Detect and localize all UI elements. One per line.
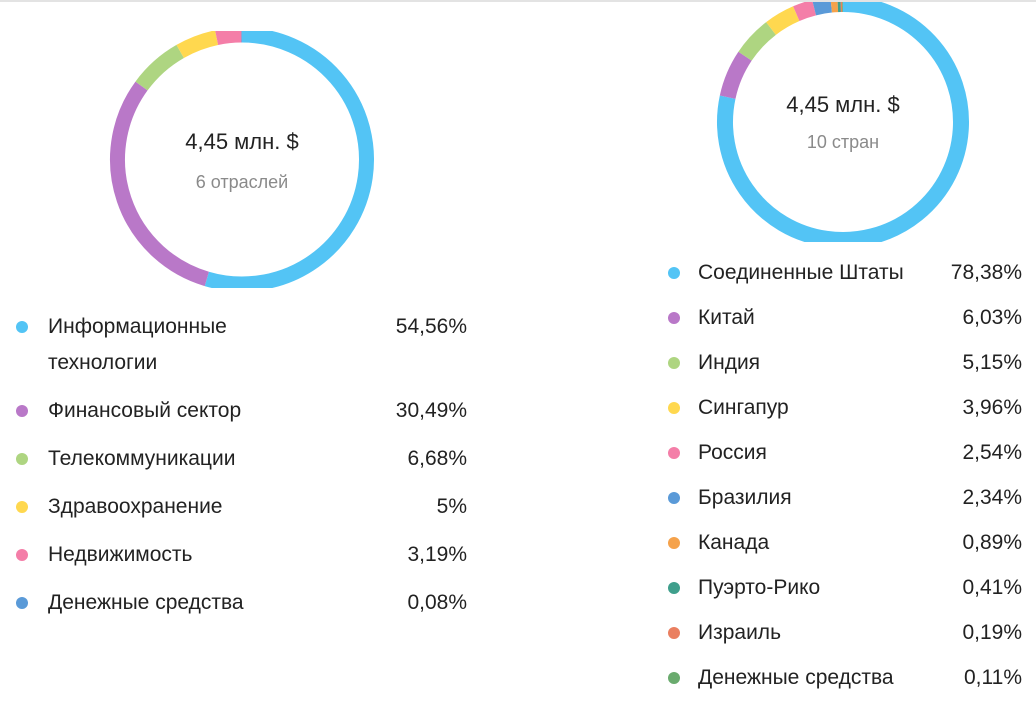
country-legend: Соединенные Штаты 78,38% Китай 6,03% Индия 5,… [650, 251, 1036, 701]
top-divider [0, 0, 1036, 2]
legend-label: Недвижимость [48, 543, 193, 566]
legend-dot-icon [668, 492, 680, 504]
legend-dot-icon [16, 501, 28, 513]
legend-label: Денежные средства [48, 591, 244, 614]
country-center-amount: 4,45 млн. $ [786, 92, 900, 117]
industry-slice-1 [110, 81, 209, 287]
legend-label: Китай [698, 306, 755, 329]
country-slice-1 [719, 51, 752, 100]
legend-label: Здравоохранение [48, 495, 223, 518]
country-legend-item: Россия 2,54% [650, 431, 1036, 476]
legend-value: 0,41% [962, 576, 1022, 599]
legend-label: Соединенные Штаты [698, 261, 904, 284]
legend-dot-icon [16, 597, 28, 609]
country-legend-item: Израиль 0,19% [650, 611, 1036, 656]
industry-legend-item: Недвижимость 3,19% [0, 531, 475, 579]
legend-value: 5,15% [962, 351, 1022, 374]
legend-label: Пуэрто-Рико [698, 576, 821, 599]
legend-value: 0,11% [964, 666, 1022, 689]
legend-dot-icon [668, 672, 680, 684]
legend-label: Информационные технологии [48, 315, 227, 374]
country-donut-chart: 4,45 млн. $ 10 стран [717, 2, 969, 242]
country-slice-3 [766, 6, 800, 35]
legend-value: 0,08% [407, 591, 467, 614]
legend-label: Финансовый сектор [48, 399, 242, 422]
country-legend-item: Бразилия 2,34% [650, 476, 1036, 521]
country-slice-0 [717, 2, 969, 242]
legend-label: Канада [698, 531, 770, 554]
country-legend-item: Денежные средства 0,11% [650, 656, 1036, 701]
legend-value: 5% [436, 495, 467, 518]
legend-label: Телекоммуникации [48, 447, 236, 470]
industry-legend-item: Телекоммуникации 6,68% [0, 435, 475, 483]
legend-value: 30,49% [395, 399, 467, 422]
industry-center-sublabel: 6 отраслей [196, 172, 288, 192]
legend-value: 6,03% [962, 306, 1022, 329]
legend-value: 0,89% [962, 531, 1022, 554]
legend-dot-icon [668, 582, 680, 594]
legend-label: Россия [698, 441, 767, 464]
industry-slice-0 [204, 31, 374, 288]
country-legend-item: Индия 5,15% [650, 341, 1036, 386]
industry-legend-item: Здравоохранение 5% [0, 483, 475, 531]
legend-label: Сингапур [698, 396, 789, 419]
legend-dot-icon [668, 357, 680, 369]
country-center-sublabel: 10 стран [807, 132, 879, 152]
legend-value: 78,38% [950, 261, 1022, 284]
country-legend-item: Соединенные Штаты 78,38% [650, 251, 1036, 296]
legend-label: Израиль [698, 621, 782, 644]
legend-dot-icon [668, 267, 680, 279]
industry-legend-item: Информационные технологии 54,56% [0, 303, 475, 387]
legend-dot-icon [16, 549, 28, 561]
legend-value: 3,96% [962, 396, 1022, 419]
industry-slice-4 [215, 31, 242, 45]
industry-slice-3 [176, 31, 219, 59]
industry-donut-chart: 4,45 млн. $ 6 отраслей [110, 31, 374, 288]
country-slice-5 [812, 2, 833, 16]
industry-legend: Информационные технологии 54,56% Финансовы… [0, 303, 475, 627]
industry-legend-item: Денежные средства 0,08% [0, 579, 475, 627]
legend-value: 54,56% [395, 315, 467, 338]
legend-label: Индия [698, 351, 761, 374]
legend-dot-icon [668, 402, 680, 414]
legend-value: 0,19% [962, 621, 1022, 644]
legend-value: 2,34% [962, 486, 1022, 509]
country-legend-item: Канада 0,89% [650, 521, 1036, 566]
country-slice-4 [793, 2, 817, 22]
legend-value: 6,68% [407, 447, 467, 470]
industry-legend-item: Финансовый сектор 30,49% [0, 387, 475, 435]
country-legend-item: Китай 6,03% [650, 296, 1036, 341]
legend-dot-icon [16, 405, 28, 417]
legend-value: 2,54% [962, 441, 1022, 464]
legend-dot-icon [668, 312, 680, 324]
legend-dot-icon [16, 321, 28, 333]
legend-dot-icon [668, 537, 680, 549]
legend-value: 3,19% [407, 543, 467, 566]
industry-slice-2 [135, 44, 185, 91]
legend-dot-icon [16, 453, 28, 465]
country-slice-2 [738, 22, 777, 61]
legend-label: Денежные средства [698, 666, 894, 689]
country-legend-item: Сингапур 3,96% [650, 386, 1036, 431]
industry-center-amount: 4,45 млн. $ [185, 129, 299, 154]
legend-label: Бразилия [698, 486, 792, 509]
country-legend-item: Пуэрто-Рико 0,41% [650, 566, 1036, 611]
legend-dot-icon [668, 447, 680, 459]
legend-dot-icon [668, 627, 680, 639]
